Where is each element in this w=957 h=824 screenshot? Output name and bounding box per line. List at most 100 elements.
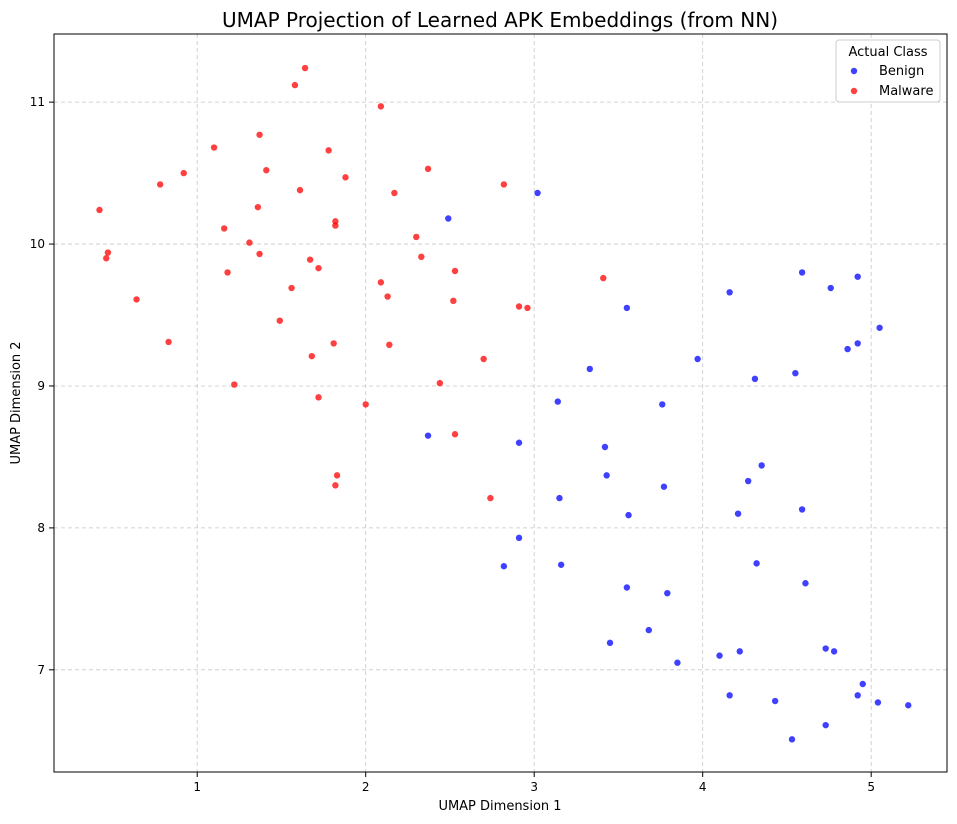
x-tick-label: 1 bbox=[193, 780, 201, 794]
benign-point bbox=[623, 304, 631, 312]
benign-point bbox=[798, 269, 806, 276]
benign-point bbox=[603, 472, 610, 479]
benign-point bbox=[726, 289, 733, 296]
benign-point bbox=[876, 324, 883, 331]
benign-point bbox=[534, 189, 541, 197]
malware-point bbox=[180, 169, 187, 177]
benign-point bbox=[556, 494, 563, 502]
malware-point bbox=[480, 355, 487, 363]
benign-point bbox=[753, 560, 760, 567]
malware-point bbox=[451, 267, 459, 275]
legend-marker-malware bbox=[850, 87, 858, 95]
legend-label-malware: Malware bbox=[879, 84, 933, 99]
benign-point bbox=[758, 462, 765, 469]
benign-point bbox=[734, 510, 742, 517]
benign-point bbox=[586, 365, 593, 373]
x-tick-label: 2 bbox=[362, 780, 370, 794]
malware-point bbox=[418, 253, 425, 261]
legend: Actual Class Benign Malware bbox=[835, 39, 941, 103]
malware-point bbox=[165, 338, 172, 346]
malware-point bbox=[224, 269, 231, 276]
malware-point bbox=[220, 225, 228, 232]
benign-point bbox=[854, 692, 861, 699]
malware-point bbox=[342, 174, 349, 181]
chart-title: UMAP Projection of Learned APK Embedding… bbox=[222, 8, 778, 32]
benign-point bbox=[854, 273, 861, 280]
malware-point bbox=[450, 297, 457, 305]
benign-point bbox=[623, 584, 631, 591]
benign-point bbox=[771, 697, 779, 705]
benign-point bbox=[792, 369, 799, 377]
benign-point bbox=[905, 702, 912, 709]
malware-point bbox=[308, 352, 315, 360]
y-tick-label: 10 bbox=[30, 237, 45, 251]
y-tick-label: 8 bbox=[37, 521, 45, 535]
malware-point bbox=[524, 304, 531, 312]
malware-point bbox=[391, 189, 398, 197]
benign-point bbox=[515, 534, 523, 542]
malware-point bbox=[263, 167, 270, 174]
benign-point bbox=[674, 659, 681, 666]
malware-point bbox=[246, 239, 253, 246]
y-axis-label: UMAP Dimension 2 bbox=[9, 341, 24, 464]
plot-frame bbox=[53, 33, 948, 773]
malware-point bbox=[332, 482, 339, 489]
x-axis-label: UMAP Dimension 1 bbox=[438, 799, 561, 814]
benign-point bbox=[859, 680, 866, 688]
data-points bbox=[96, 64, 912, 743]
benign-point bbox=[606, 639, 614, 647]
malware-point bbox=[291, 81, 299, 89]
malware-point bbox=[515, 303, 523, 310]
grid-lines bbox=[54, 34, 947, 772]
benign-point bbox=[664, 589, 671, 597]
malware-point bbox=[362, 401, 369, 408]
malware-point bbox=[413, 233, 420, 241]
malware-point bbox=[377, 103, 385, 110]
malware-point bbox=[487, 494, 494, 502]
benign-point bbox=[716, 652, 723, 659]
malware-point bbox=[451, 431, 459, 438]
malware-point bbox=[600, 274, 607, 282]
benign-point bbox=[601, 443, 609, 451]
legend-label-benign: Benign bbox=[879, 64, 924, 79]
malware-point bbox=[333, 472, 341, 479]
malware-point bbox=[96, 206, 103, 214]
benign-point bbox=[827, 284, 834, 292]
x-tick-label: 4 bbox=[699, 780, 707, 794]
malware-point bbox=[210, 144, 218, 151]
benign-point bbox=[726, 692, 733, 699]
malware-point bbox=[276, 317, 283, 324]
benign-point bbox=[660, 483, 668, 490]
benign-point bbox=[844, 345, 851, 353]
malware-point bbox=[133, 296, 140, 303]
y-tick-label: 11 bbox=[30, 95, 45, 109]
benign-point bbox=[659, 401, 666, 408]
malware-point bbox=[384, 293, 391, 300]
malware-point bbox=[156, 181, 164, 188]
malware-point bbox=[301, 64, 309, 72]
benign-point bbox=[445, 215, 452, 222]
legend-title: Actual Class bbox=[848, 45, 927, 60]
benign-point bbox=[694, 355, 701, 363]
malware-point bbox=[330, 340, 337, 347]
benign-point bbox=[557, 561, 565, 568]
malware-point bbox=[424, 165, 432, 173]
malware-point bbox=[296, 186, 304, 194]
x-tick-label: 3 bbox=[530, 780, 538, 794]
malware-point bbox=[288, 284, 295, 292]
malware-point bbox=[256, 131, 263, 138]
malware-point bbox=[386, 341, 393, 349]
malware-point bbox=[254, 203, 262, 211]
y-tick-label: 9 bbox=[37, 379, 45, 393]
benign-point bbox=[830, 648, 838, 655]
benign-point bbox=[798, 506, 806, 513]
malware-point bbox=[256, 250, 263, 258]
benign-point bbox=[822, 645, 829, 652]
malware-point bbox=[231, 381, 238, 388]
x-tick-label: 5 bbox=[867, 780, 875, 794]
benign-point bbox=[751, 375, 759, 383]
malware-point bbox=[306, 256, 314, 263]
benign-point bbox=[424, 432, 432, 439]
benign-point bbox=[736, 648, 743, 655]
